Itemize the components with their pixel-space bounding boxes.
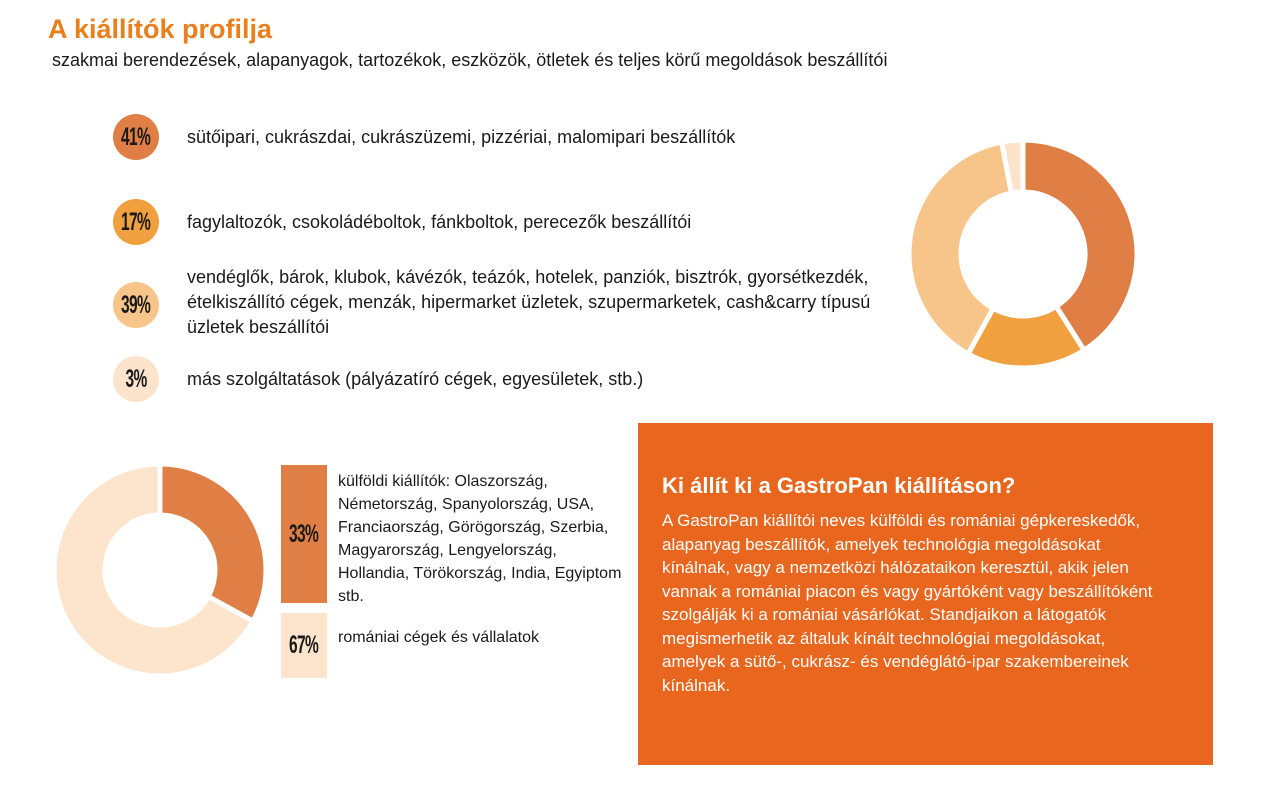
legend-badge: 41% [113,114,159,160]
legend-label: vendéglők, bárok, klubok, kávézók, teázó… [187,267,871,337]
value-label: 33% [289,519,319,548]
value-label: 67% [289,631,319,659]
donut-segment [906,139,1015,358]
value-label: 17% [121,207,151,236]
legend-label: külföldi kiállítók: Olaszország, Németor… [338,473,622,605]
legend-label: fagylaltozók, csokoládéboltok, fánkbolto… [187,212,692,232]
donut-chart [51,461,269,679]
legend-box: 67% [281,613,327,678]
info-title: Ki állít ki a GastroPan kiállításon? [662,473,1016,498]
donut-segment [157,461,269,625]
donut-segment [998,137,1026,197]
donut-segment [51,461,257,679]
legend-label: más szolgáltatások (pályázatíró cégek, e… [187,369,644,389]
info-text: A GastroPan kiállítói neves külföldi és … [662,511,1153,695]
legend-badge: 3% [113,356,159,402]
value-label: 39% [121,290,151,319]
donut-segment [1020,137,1140,354]
title: A kiállítók profilja [48,14,273,44]
donut-chart [906,137,1140,371]
legend-box: 33% [281,465,327,603]
subtitle: szakmai berendezések, alapanyagok, tarto… [52,50,888,70]
legend-label: sütőipari, cukrászdai, cukrászüzemi, piz… [187,127,736,147]
legend-label: romániai cégek és vállalatok [338,629,539,646]
legend-badge: 39% [113,282,159,328]
value-label: 3% [125,364,147,393]
info-box: Ki állít ki a GastroPan kiállításon? A G… [638,423,1213,765]
legend-badge: 17% [113,199,159,245]
value-label: 41% [121,122,151,151]
